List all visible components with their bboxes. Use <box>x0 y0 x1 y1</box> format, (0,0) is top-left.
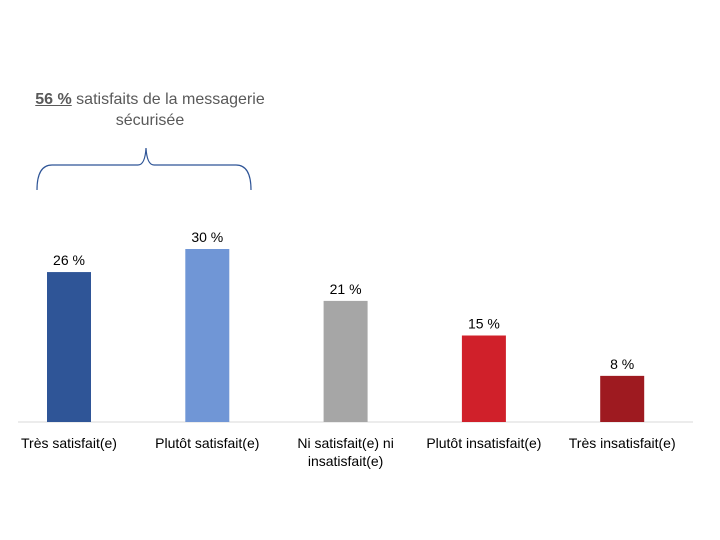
bar <box>600 375 645 422</box>
category-label: Très insatisfait(e) <box>569 435 676 451</box>
category-label: Plutôt insatisfait(e) <box>426 435 541 451</box>
annotation-text: satisfaits de la messagerie sécurisée <box>71 91 265 129</box>
bar <box>185 249 230 422</box>
satisfaction-annotation: 56 % satisfaits de la messagerie sécuris… <box>30 89 270 131</box>
data-label: 26 % <box>53 252 85 268</box>
annotation-brace <box>36 147 252 191</box>
category-label: Plutôt satisfait(e) <box>155 435 259 451</box>
bar <box>47 272 91 422</box>
data-label: 30 % <box>191 229 223 245</box>
category-label: Très satisfait(e) <box>21 435 117 451</box>
data-label: 8 % <box>610 356 634 372</box>
category-label: Ni satisfait(e) ni insatisfait(e) <box>297 435 393 469</box>
data-label: 21 % <box>330 281 362 297</box>
bar <box>323 300 368 422</box>
data-label: 15 % <box>468 316 500 332</box>
annotation-highlight: 56 % <box>35 91 72 108</box>
bar <box>461 335 506 422</box>
